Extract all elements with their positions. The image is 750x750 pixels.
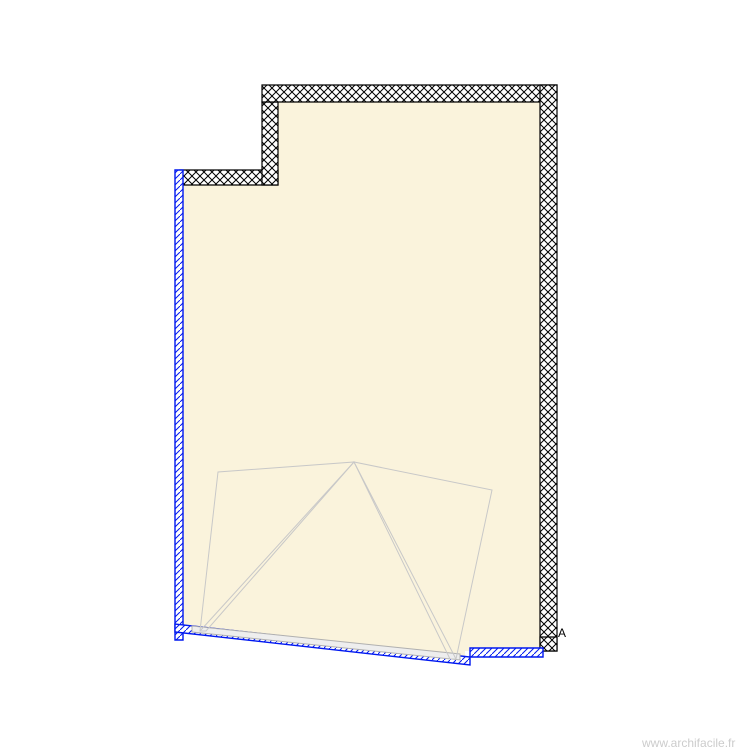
floor-plan-canvas: A	[0, 0, 750, 750]
room-floor	[180, 102, 556, 665]
watermark-link[interactable]: www.archifacile.fr	[642, 736, 735, 750]
label-a: A	[558, 626, 566, 640]
